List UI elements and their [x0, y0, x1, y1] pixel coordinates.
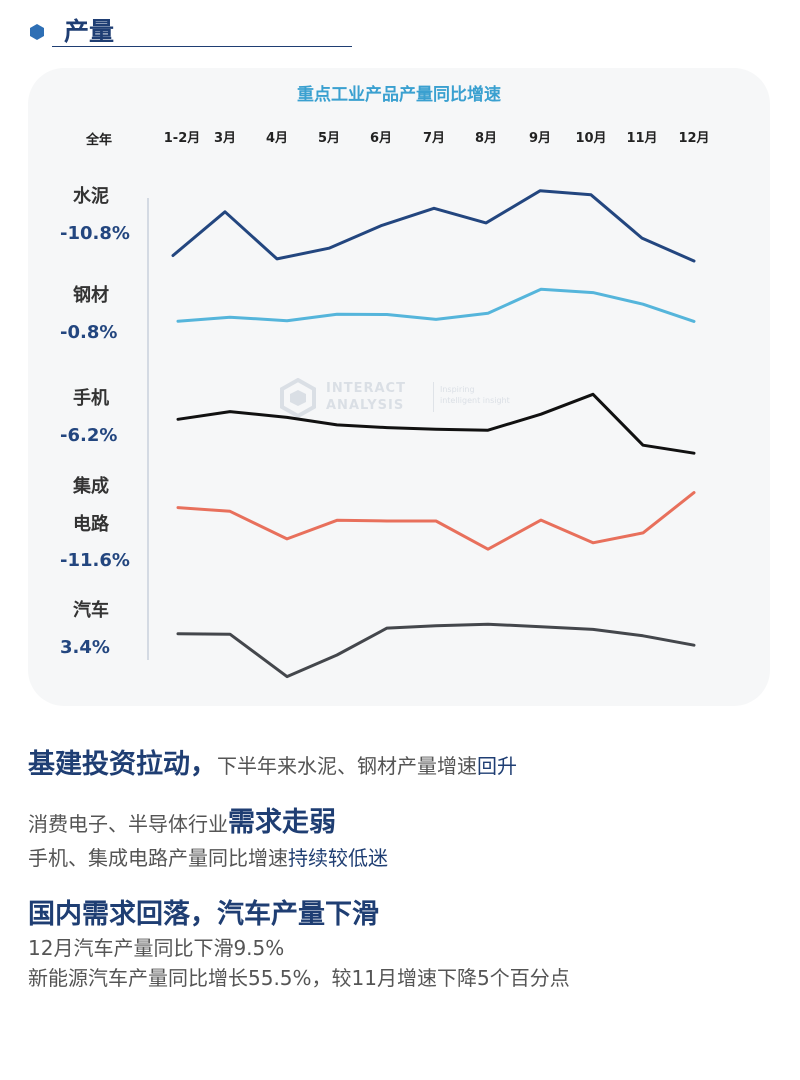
x-tick-label: 8月 — [475, 131, 497, 146]
section-header: 产量 — [30, 10, 360, 50]
point-2: 消费电子、半导体行业需求走弱 — [28, 800, 788, 839]
section-title: 产量 — [64, 17, 115, 46]
point-2-bold: 需求走弱 — [228, 807, 336, 838]
watermark-name: INTERACT ANALYSIS — [326, 380, 436, 414]
point-2-text: 消费电子、半导体行业 — [28, 812, 228, 836]
point-3-text: 手机、集成电路产量同比增速 — [28, 846, 288, 870]
watermark-name-line2: ANALYSIS — [326, 398, 405, 413]
x-tick-label: 7月 — [423, 131, 445, 146]
series-label: 水泥 — [73, 185, 109, 207]
point-1: 基建投资拉动，下半年来水泥、钢材产量增速回升 — [28, 742, 788, 781]
series-annual-value: -0.8% — [60, 322, 117, 343]
watermark-tag-line1: Inspiring — [440, 385, 475, 394]
point-4-bold: 国内需求回落，汽车产量下滑 — [28, 899, 379, 930]
point-6: 新能源汽车产量同比增长55.5%，较11月增速下降5个百分点 — [28, 966, 570, 990]
chart-card: 重点工业产品产量同比增速 INTERACT ANALYSIS Inspiring… — [28, 68, 770, 706]
x-tick-label: 11月 — [626, 131, 657, 146]
chart-title: 重点工业产品产量同比增速 — [297, 85, 501, 105]
watermark-separator — [433, 382, 434, 412]
series-line — [176, 491, 696, 551]
point-1-highlight: 回升 — [477, 754, 517, 778]
series-label: 手机 — [73, 387, 109, 409]
watermark-logo-icon — [280, 378, 316, 418]
point-5: 12月汽车产量同比下滑9.5% — [28, 936, 285, 960]
x-tick-label: 12月 — [678, 131, 709, 146]
x-tick-label: 1-2月 — [164, 131, 201, 146]
watermark-tag-line2: intelligent insight — [440, 396, 510, 405]
section-underline — [52, 46, 352, 47]
series-annual-value: -10.8% — [60, 223, 130, 244]
point-1-text: 下半年来水泥、钢材产量增速 — [217, 754, 477, 778]
hexagon-icon — [30, 24, 44, 40]
series-annual-value: 3.4% — [60, 637, 110, 658]
x-tick-label: 3月 — [214, 131, 236, 146]
series-label: 电路 — [73, 513, 110, 535]
series-label: 汽车 — [73, 599, 109, 621]
x-tick-label: 5月 — [318, 131, 340, 146]
series-annual-value: -6.2% — [60, 425, 117, 446]
series-label: 钢材 — [73, 284, 109, 306]
point-3: 手机、集成电路产量同比增速持续较低迷 — [28, 842, 788, 871]
series-line — [176, 622, 696, 679]
watermark-name-line1: INTERACT — [326, 381, 406, 396]
point-1-bold: 基建投资拉动， — [28, 749, 217, 780]
watermark-tagline: Inspiring intelligent insight — [440, 384, 540, 406]
series-line — [176, 392, 696, 455]
series-line — [176, 287, 696, 323]
point-4: 国内需求回落，汽车产量下滑 — [28, 892, 788, 931]
series-line — [171, 189, 696, 263]
point-3-highlight: 持续较低迷 — [288, 846, 388, 870]
series-label: 集成 — [72, 475, 109, 497]
watermark: INTERACT ANALYSIS Inspiring intelligent … — [278, 378, 538, 428]
series-annual-value: -11.6% — [60, 550, 130, 571]
x-tick-label: 6月 — [370, 131, 392, 146]
x-tick-label: 10月 — [575, 131, 606, 146]
x-tick-label: 4月 — [266, 131, 288, 146]
x-tick-label: 9月 — [529, 131, 551, 146]
annual-header: 全年 — [85, 132, 112, 148]
